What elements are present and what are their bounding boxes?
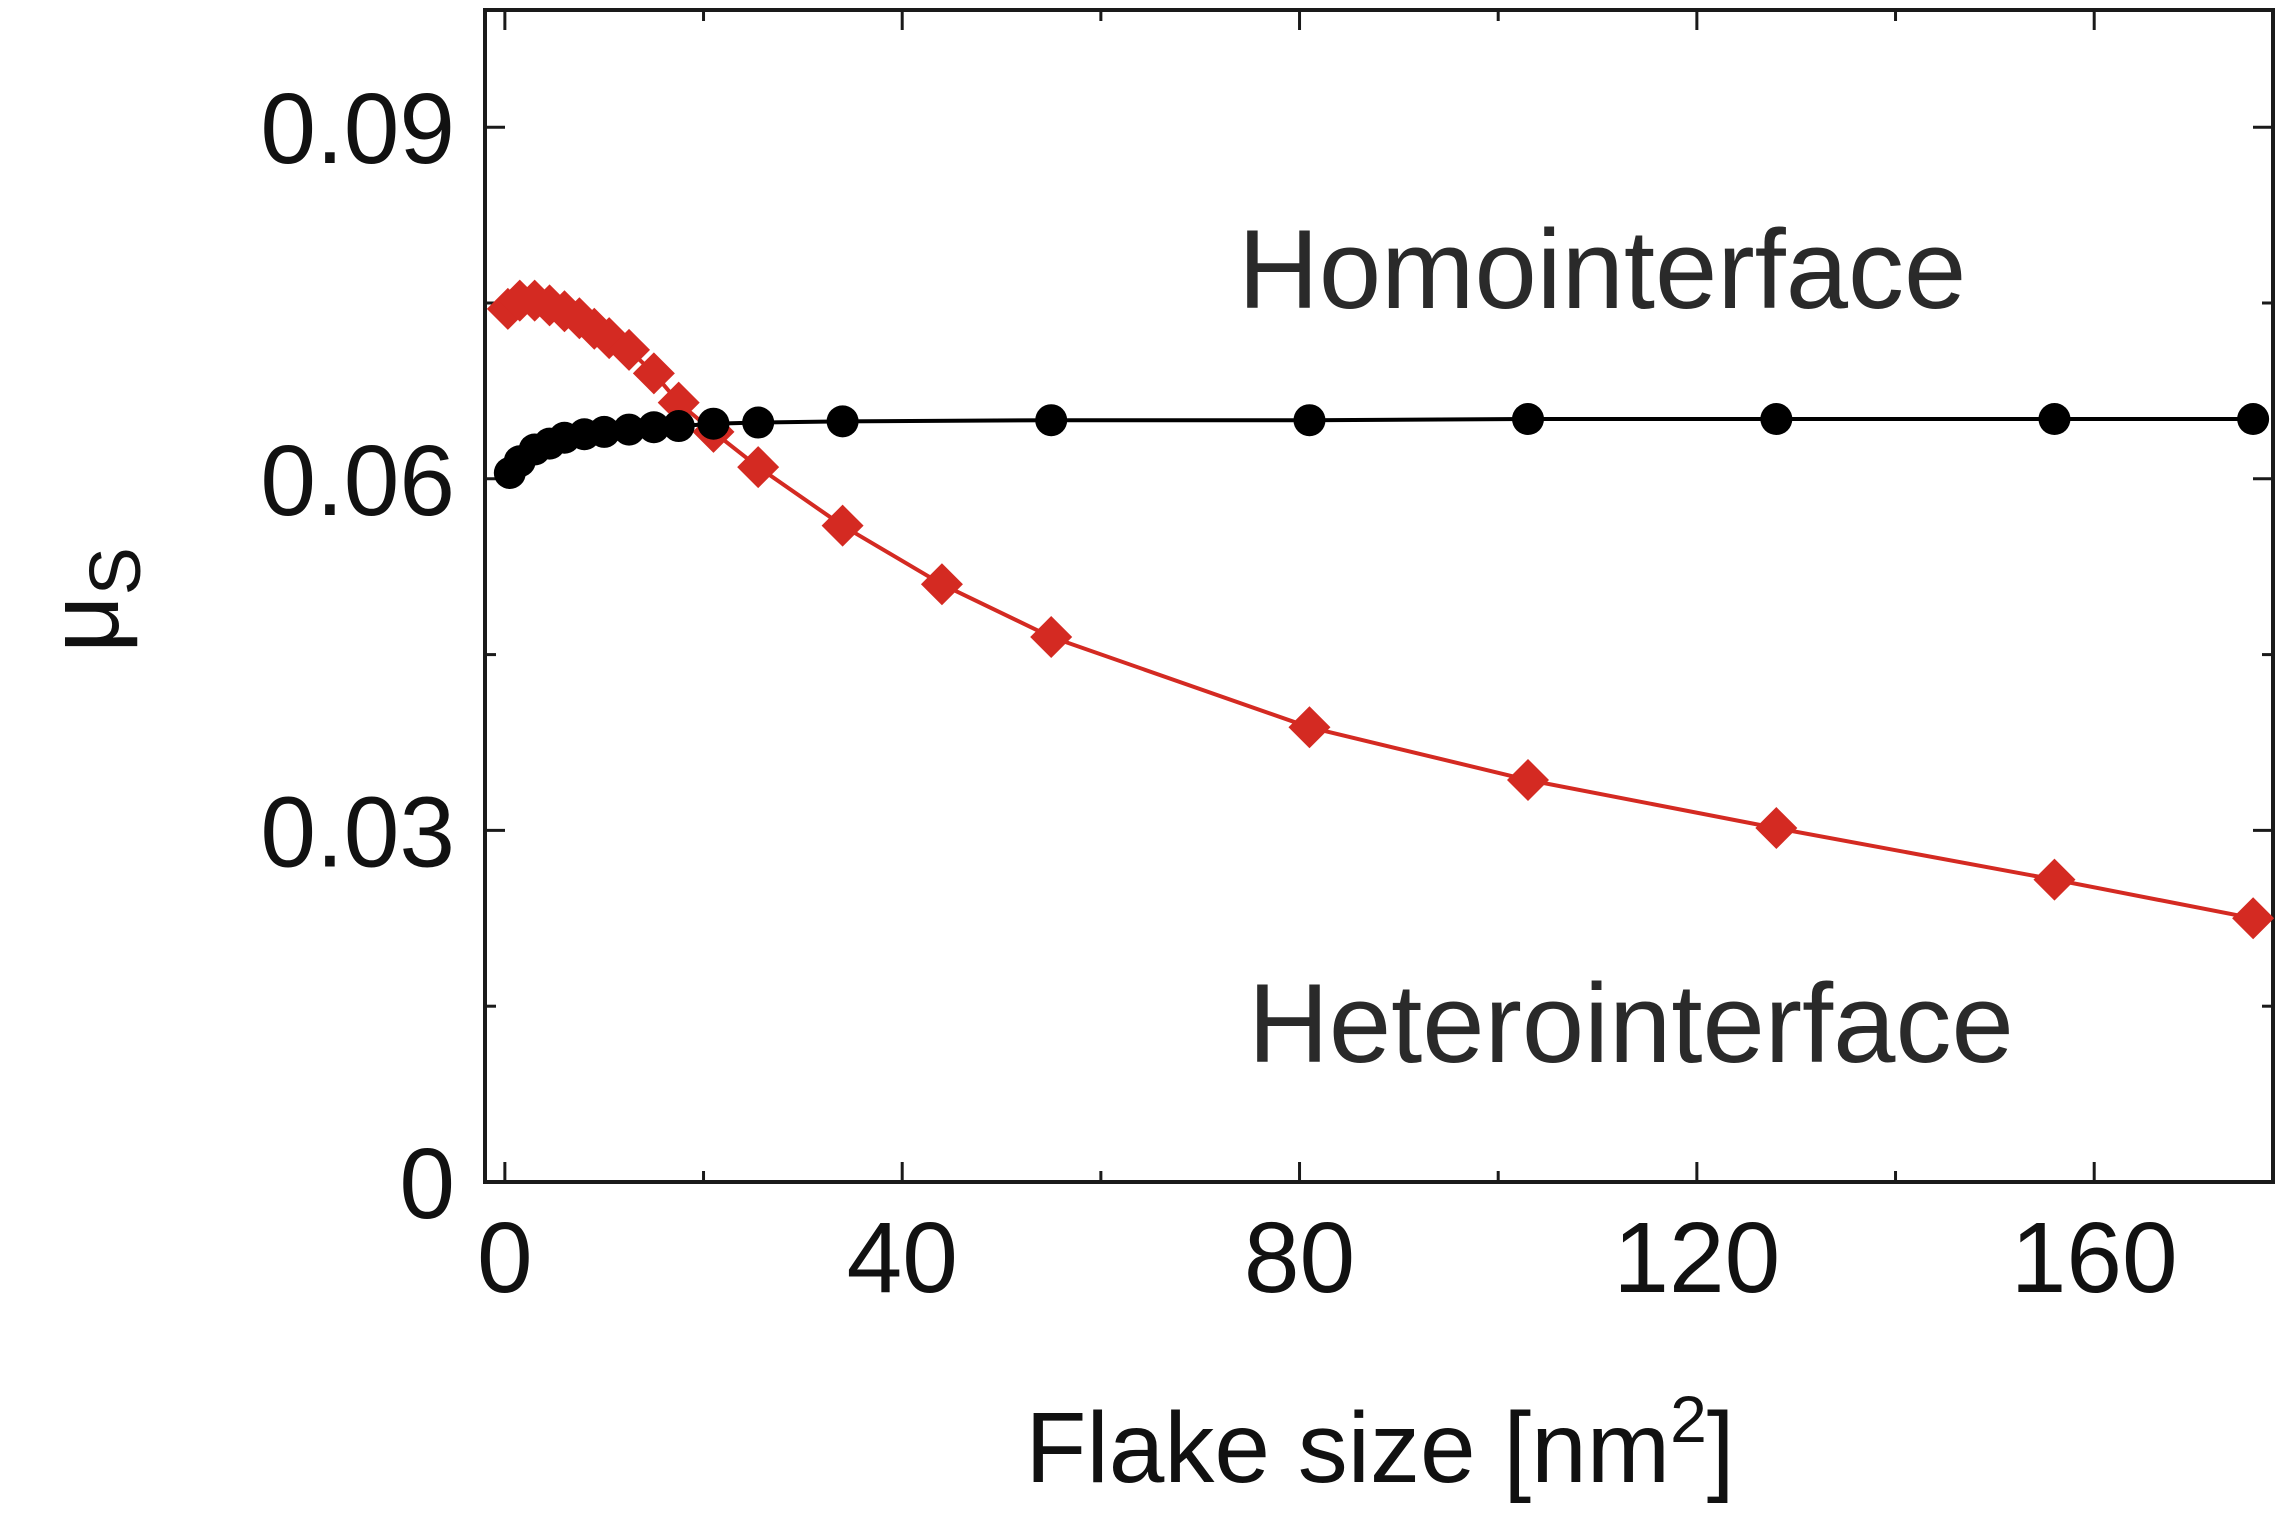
data-point-heterointerface [632, 352, 675, 395]
series-homointerface [493, 403, 2270, 489]
data-point-homointerface [826, 405, 859, 438]
x-tick-labels: 0 40 80 120 160 [477, 1202, 2178, 1314]
major-ticks [485, 10, 2273, 1184]
x-axis-title: Flake size [nm2] [1025, 1382, 1734, 1504]
data-point-heterointerface [2232, 897, 2275, 940]
data-point-homointerface [613, 413, 646, 446]
data-point-heterointerface [2033, 858, 2076, 901]
y-axis-title-sub: S [76, 547, 156, 595]
x-tick-label: 80 [1244, 1202, 1355, 1314]
y-tick-labels: 0 0.03 0.06 0.09 [260, 73, 455, 1240]
minor-ticks [485, 10, 2273, 1182]
data-point-homointerface [1760, 403, 1793, 436]
data-point-homointerface [637, 411, 670, 444]
x-tick-label: 160 [2011, 1202, 2178, 1314]
y-tick-label: 0 [399, 1128, 455, 1240]
data-point-heterointerface [737, 446, 780, 489]
data-point-heterointerface [1288, 706, 1331, 749]
data-point-heterointerface [821, 504, 864, 547]
y-axis-title: μS [28, 547, 156, 653]
annotation-homointerface: Homointerface [1238, 207, 1966, 332]
data-point-heterointerface [1507, 759, 1549, 802]
x-axis-title-end: ] [1707, 1392, 1735, 1504]
data-point-homointerface [2237, 403, 2270, 436]
data-point-homointerface [2038, 403, 2071, 436]
data-point-homointerface [1293, 404, 1326, 437]
data-point-homointerface [588, 415, 621, 448]
data-point-homointerface [1035, 404, 1068, 437]
svg-text:μS: μS [28, 547, 156, 653]
y-tick-label: 0.09 [260, 73, 455, 185]
series-line-heterointerface [506, 298, 2254, 921]
series-heterointerface [486, 279, 2275, 940]
plot-frame [483, 8, 2275, 1184]
data-point-heterointerface [1755, 807, 1798, 850]
y-axis-title-mu: μ [28, 595, 140, 653]
data-point-homointerface [662, 410, 695, 443]
data-point-homointerface [742, 406, 775, 439]
x-axis-title-sup: 2 [1670, 1382, 1707, 1456]
y-tick-label: 0.03 [260, 776, 455, 888]
y-tick-label: 0.06 [260, 425, 455, 537]
data-point-heterointerface [1030, 616, 1073, 659]
annotation-heterointerface: Heterointerface [1248, 961, 2014, 1086]
data-point-heterointerface [657, 381, 700, 424]
series-layer [486, 279, 2275, 940]
x-tick-label: 120 [1613, 1202, 1780, 1314]
x-tick-label: 40 [847, 1202, 958, 1314]
x-tick-label: 0 [477, 1202, 533, 1314]
x-axis-title-main: Flake size [nm [1025, 1392, 1670, 1504]
data-point-homointerface [1512, 403, 1544, 436]
data-point-homointerface [697, 407, 730, 440]
data-point-heterointerface [920, 563, 963, 606]
data-point-heterointerface [608, 328, 651, 371]
